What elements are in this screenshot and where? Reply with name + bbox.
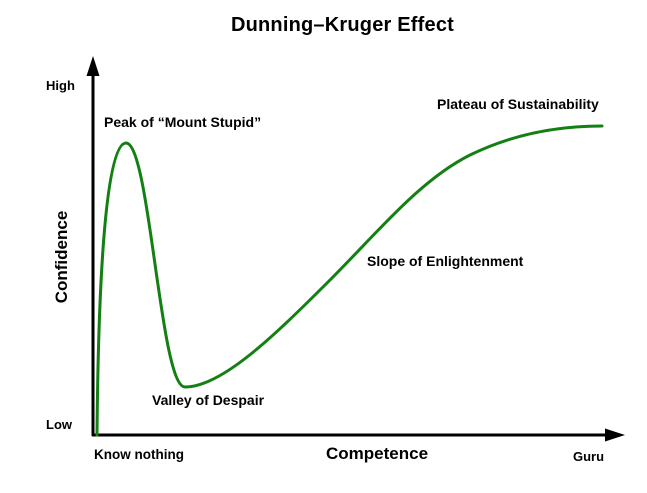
x-axis-guru-label: Guru [573,449,605,464]
x-axis-know-nothing-label: Know nothing [94,447,184,462]
x-axis-title: Competence [326,444,429,463]
annotation-valley-of-despair: Valley of Despair [152,392,265,408]
y-axis-high-label: High [46,78,75,93]
annotation-peak-of-mount-stupid: Peak of “Mount Stupid” [104,114,262,130]
annotation-plateau-of-sustainability: Plateau of Sustainability [437,96,599,112]
chart-title: Dunning–Kruger Effect [230,14,455,36]
x-axis-arrowhead-icon [605,428,625,442]
annotation-slope-of-enlightenment: Slope of Enlightenment [367,253,524,269]
dunning-kruger-curve [95,124,604,437]
y-axis-title: Confidence [52,210,71,304]
y-axis-low-label: Low [46,417,72,432]
y-axis-arrowhead-icon [86,56,100,76]
